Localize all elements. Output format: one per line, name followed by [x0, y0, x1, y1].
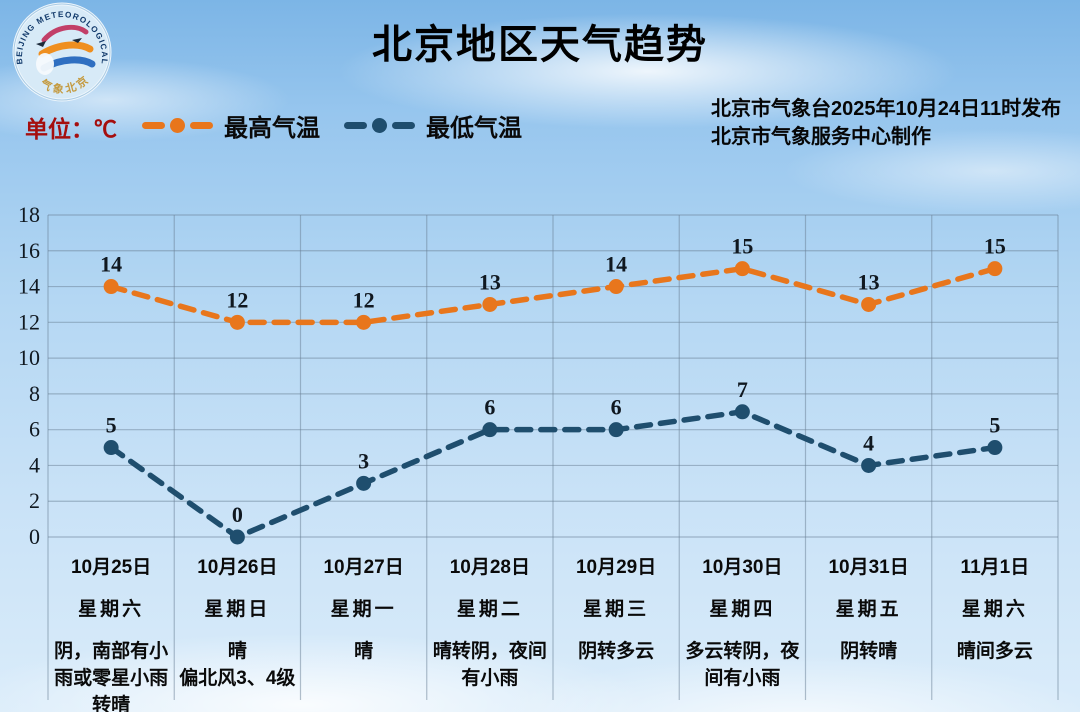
data-label: 4 — [863, 430, 874, 455]
data-point — [987, 261, 1003, 277]
y-axis-tick: 18 — [18, 202, 40, 227]
day-column-5: 10月30日 星期四多云转阴，夜 间有小雨 — [679, 552, 805, 692]
legend: 最高气温 最低气温 — [142, 108, 532, 143]
beijing-meteorological-service-logo-icon: BEIJING METEOROLOGICAL SERVICE 气 象 北 京 — [10, 0, 112, 102]
series-line-1 — [108, 409, 998, 540]
data-point — [356, 314, 372, 330]
y-axis-tick: 8 — [29, 381, 40, 406]
data-label: 6 — [484, 395, 495, 420]
day-weekday: 星期一 — [330, 599, 397, 620]
legend-marker-icon — [344, 122, 367, 129]
legend-item-1: 最低气温 — [344, 108, 522, 143]
day-date: 10月25日 — [70, 557, 152, 578]
data-point — [103, 440, 119, 456]
day-weather: 晴 偏北风3、4级 — [179, 641, 296, 689]
data-label: 14 — [100, 252, 122, 277]
data-point — [987, 440, 1003, 456]
day-column-1: 10月26日 星期日晴 偏北风3、4级 — [174, 552, 300, 692]
day-weather: 晴 — [354, 641, 374, 662]
y-axis-tick: 10 — [18, 345, 40, 370]
data-point — [356, 475, 372, 491]
legend-marker-icon — [372, 118, 387, 133]
day-weather: 晴间多云 — [956, 641, 1033, 662]
day-date: 10月31日 — [828, 557, 909, 578]
day-date: 10月29日 — [575, 557, 657, 578]
data-label: 14 — [605, 252, 627, 277]
day-date: 10月27日 — [323, 557, 404, 578]
day-weather: 多云转阴，夜 间有小雨 — [685, 641, 800, 689]
day-weather: 晴转阴，夜间 有小雨 — [432, 641, 547, 689]
y-axis-tick: 2 — [29, 488, 40, 513]
data-label: 13 — [858, 269, 880, 294]
day-weekday: 星期六 — [961, 599, 1028, 620]
legend-marker-icon — [392, 122, 415, 129]
legend-item-0: 最高气温 — [142, 108, 320, 143]
data-label: 5 — [106, 413, 117, 438]
y-axis-tick: 0 — [29, 524, 40, 549]
y-axis-tick: 6 — [29, 417, 40, 442]
day-column-0: 10月25日 星期六阴，南部有小 雨或零星小雨 转晴 — [48, 552, 174, 712]
day-weather: 阴转晴 — [840, 641, 898, 662]
day-column-3: 10月28日 星期二晴转阴，夜间 有小雨 — [427, 552, 553, 692]
y-axis-tick: 4 — [29, 452, 40, 477]
day-weekday: 星期六 — [78, 599, 145, 620]
y-axis-tick: 14 — [18, 274, 40, 299]
issued-info: 北京市气象台2025年10月24日11时发布 北京市气象服务中心制作 — [711, 95, 1071, 151]
day-date: 11月1日 — [960, 557, 1030, 578]
data-label: 15 — [984, 234, 1006, 259]
day-weekday: 星期日 — [204, 599, 271, 620]
page-title: 北京地区天气趋势 — [372, 22, 708, 67]
data-point — [482, 422, 498, 438]
day-date: 10月28日 — [449, 557, 531, 578]
day-weekday: 星期二 — [456, 599, 523, 620]
day-weekday: 星期五 — [835, 599, 902, 620]
data-label: 12 — [226, 287, 248, 312]
data-point — [229, 529, 245, 545]
issued-line1: 北京市气象台2025年10月24日11时发布 — [711, 98, 1062, 120]
data-label: 13 — [479, 269, 501, 294]
data-point — [861, 457, 877, 473]
data-label: 5 — [989, 413, 1000, 438]
day-column-2: 10月27日 星期一晴 — [301, 552, 427, 665]
unit-label: 单位：℃ — [25, 116, 117, 142]
data-point — [229, 314, 245, 330]
legend-marker-icon — [190, 122, 213, 129]
day-date: 10月30日 — [702, 557, 783, 578]
data-label: 3 — [358, 448, 369, 473]
legend-marker-icon — [170, 118, 185, 133]
data-point — [861, 296, 877, 312]
day-date: 10月26日 — [197, 557, 278, 578]
data-label: 15 — [731, 234, 753, 259]
legend-label: 最低气温 — [426, 115, 522, 142]
y-axis-tick: 12 — [18, 309, 40, 334]
day-weather: 阴，南部有小 雨或零星小雨 转晴 — [54, 641, 169, 712]
series-line-0 — [108, 265, 998, 326]
data-point — [608, 279, 624, 295]
data-point — [608, 422, 624, 438]
data-point — [482, 296, 498, 312]
day-column-4: 10月29日 星期三阴转多云 — [553, 552, 679, 665]
day-column-7: 11月1日星期六晴间多云 — [932, 552, 1058, 665]
legend-marker-icon — [142, 122, 165, 129]
data-label: 0 — [232, 502, 243, 527]
data-point — [734, 261, 750, 277]
day-weekday: 星期四 — [709, 599, 776, 620]
data-point — [734, 404, 750, 420]
data-label: 7 — [737, 377, 748, 402]
data-label: 12 — [353, 287, 375, 312]
data-label: 6 — [611, 395, 622, 420]
legend-label: 最高气温 — [224, 115, 320, 142]
day-weather: 阴转多云 — [578, 641, 655, 662]
data-point — [103, 279, 119, 295]
issued-line2: 北京市气象服务中心制作 — [711, 126, 931, 148]
y-axis-tick: 16 — [18, 238, 40, 263]
day-weekday: 星期三 — [583, 599, 650, 620]
day-column-6: 10月31日 星期五阴转晴 — [806, 552, 932, 665]
